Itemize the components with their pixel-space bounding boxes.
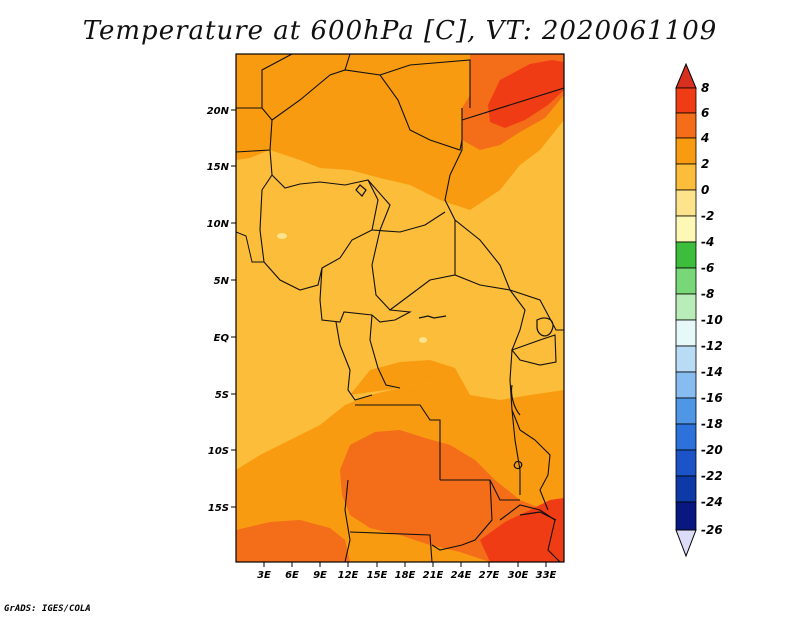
lon-tick-15E: 15E <box>367 562 388 581</box>
colorbar-seg <box>675 267 697 295</box>
lon-label: 24E <box>451 570 472 581</box>
map-panel <box>236 54 564 562</box>
colorbar-label: -14 <box>701 365 723 379</box>
colorbar-seg <box>675 112 697 139</box>
colorbar-label: -26 <box>701 523 723 537</box>
colorbar-label: -20 <box>701 443 723 457</box>
lat-label: 15S <box>208 503 229 514</box>
lat-tick-5N: 5N <box>214 276 236 287</box>
colorbar-seg <box>675 241 697 269</box>
colorbar-label: -10 <box>701 313 723 327</box>
lat-label: 10N <box>207 219 230 230</box>
colorbar-seg <box>675 371 697 399</box>
colorbar-seg <box>675 449 697 477</box>
colorbar-seg <box>675 397 697 425</box>
colorbar-label: -24 <box>701 495 723 509</box>
colorbar-label: -4 <box>701 235 714 249</box>
colorbar-seg <box>675 137 697 165</box>
lat-tick-10N: 10N <box>207 219 236 230</box>
lat-tick-5S: 5S <box>215 390 236 401</box>
lat-tick-15S: 15S <box>208 503 236 514</box>
lon-label: 18E <box>395 570 416 581</box>
lon-label: 6E <box>285 570 299 581</box>
lon-tick-18E: 18E <box>395 562 416 581</box>
field-6-8-ne <box>488 60 564 128</box>
lon-label: 30E <box>508 570 529 581</box>
coastline <box>236 231 264 263</box>
map-title: Temperature at 600hPa [C], VT: 202006110… <box>82 16 718 46</box>
lat-label: 5N <box>214 276 230 287</box>
lon-tick-27E: 27E <box>479 562 500 581</box>
colorbar-seg <box>675 189 697 217</box>
lon-tick-33E: 33E <box>536 562 557 581</box>
country-borders <box>236 54 564 562</box>
lat-tick-10S: 10S <box>208 446 236 457</box>
lon-tick-12E: 12E <box>338 562 359 581</box>
colorbar-seg <box>675 423 697 451</box>
colorbar-seg <box>675 501 697 531</box>
field-2-4-center <box>350 360 470 395</box>
lon-label: 12E <box>338 570 359 581</box>
lakes <box>355 184 557 521</box>
lat-label: 5S <box>215 390 229 401</box>
lat-label: 20N <box>207 106 230 117</box>
lat-tick-15N: 15N <box>207 162 236 173</box>
lon-label: 27E <box>479 570 500 581</box>
colorbar-label: -8 <box>701 287 714 301</box>
map-frame <box>235 53 565 563</box>
lat-tick-20N: 20N <box>207 106 236 117</box>
lon-tick-3E: 3E <box>257 562 271 581</box>
lon-tick-30E: 30E <box>508 562 529 581</box>
lat-label: 10S <box>208 446 229 457</box>
lat-label: EQ <box>214 333 230 344</box>
lon-tick-6E: 6E <box>285 562 299 581</box>
credit-text: GrADS: IGES/COLA <box>4 604 91 614</box>
lon-label: 21E <box>423 570 444 581</box>
field-m2-0-speck <box>277 233 287 239</box>
lat-label: 15N <box>207 162 230 173</box>
colorbar-label: -12 <box>701 339 723 353</box>
lon-tick-9E: 9E <box>313 562 327 581</box>
field-4-6-sw <box>236 520 350 562</box>
colorbar-label: -6 <box>701 261 714 275</box>
lon-tick-21E: 21E <box>423 562 444 581</box>
lon-axis: 3E 6E 9E 12E 15E 18E 21E 24E 27E 30E 33E <box>257 562 557 581</box>
lat-tick-EQ: EQ <box>214 333 236 344</box>
colorbar-label: 6 <box>701 106 709 120</box>
colorbar-seg <box>675 319 697 347</box>
colorbar-label: 2 <box>701 157 709 171</box>
lon-label: 15E <box>367 570 388 581</box>
field-m2-0-speck <box>419 337 427 343</box>
lon-label: 9E <box>313 570 327 581</box>
lat-axis: 20N 15N 10N 5N EQ 5S 10S 15S <box>207 106 236 514</box>
lon-label: 3E <box>257 570 271 581</box>
colorbar-label: 0 <box>701 183 709 197</box>
lon-tick-24E: 24E <box>451 562 472 581</box>
colorbar-label: -16 <box>701 391 723 405</box>
colorbar: 8 6 4 2 0 -2 -4 -6 -8 -10 -12 -14 -16 -1… <box>675 62 723 558</box>
colorbar-label: 8 <box>701 81 709 95</box>
colorbar-bottom-arrow <box>675 529 697 558</box>
colorbar-labels: 8 6 4 2 0 -2 -4 -6 -8 -10 -12 -14 -16 -1… <box>700 81 723 537</box>
colorbar-seg <box>675 293 697 321</box>
lon-label: 33E <box>536 570 557 581</box>
colorbar-label: -18 <box>701 417 723 431</box>
colorbar-label: -22 <box>701 469 723 483</box>
colorbar-label: -2 <box>701 209 714 223</box>
colorbar-seg <box>675 475 697 503</box>
colorbar-seg <box>675 87 697 114</box>
colorbar-top-arrow <box>675 62 697 89</box>
colorbar-seg <box>675 215 697 243</box>
colorbar-seg <box>675 163 697 191</box>
colorbar-label: 4 <box>700 131 709 145</box>
colorbar-seg <box>675 345 697 373</box>
